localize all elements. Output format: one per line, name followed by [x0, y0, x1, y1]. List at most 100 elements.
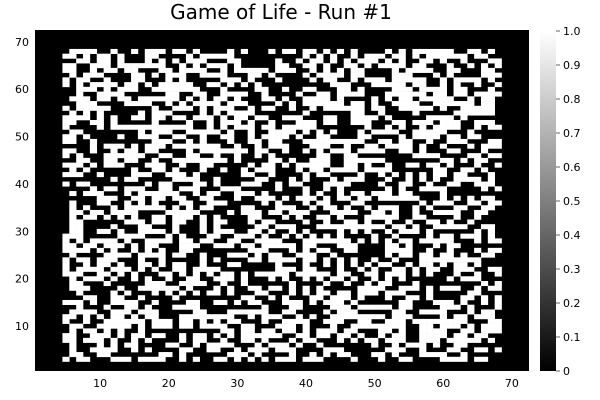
heatmap-cell — [474, 233, 482, 239]
heatmap-cell — [206, 101, 214, 107]
heatmap-cell — [165, 67, 173, 73]
heatmap-cell — [419, 200, 427, 206]
heatmap-cell — [371, 285, 379, 291]
heatmap-cell — [323, 96, 331, 102]
heatmap-cell — [336, 148, 345, 154]
heatmap-cell — [131, 233, 139, 239]
heatmap-cell — [247, 172, 255, 178]
heatmap-cell — [364, 205, 372, 211]
heatmap-cell — [494, 328, 502, 334]
heatmap-cell — [103, 153, 111, 159]
heatmap-cell — [295, 233, 303, 239]
heatmap-cell — [480, 105, 489, 111]
x-tick-label: 50 — [368, 377, 382, 390]
heatmap-cell — [474, 53, 482, 59]
heatmap-cell — [151, 138, 159, 144]
heatmap-cell — [453, 181, 461, 187]
heatmap-cell — [357, 119, 365, 126]
heatmap-cell — [62, 115, 70, 121]
heatmap-cell — [364, 285, 372, 291]
heatmap-cell — [405, 252, 413, 258]
heatmap-cell — [446, 162, 454, 168]
heatmap-cell — [474, 77, 482, 83]
heatmap-cell — [384, 48, 393, 54]
heatmap-cell — [103, 333, 111, 339]
heatmap-cell — [398, 356, 406, 362]
heatmap-cell — [426, 205, 434, 211]
heatmap-cell — [199, 138, 207, 144]
heatmap-cell — [302, 162, 310, 168]
heatmap-cell — [192, 333, 200, 339]
heatmap-cell — [295, 162, 303, 168]
heatmap-cell — [391, 143, 399, 149]
heatmap-cell — [405, 172, 413, 178]
heatmap-cell — [199, 214, 207, 220]
heatmap-cell — [364, 115, 372, 121]
heatmap-cell — [69, 228, 77, 234]
heatmap-cell — [460, 91, 468, 97]
heatmap-cell — [384, 138, 393, 144]
heatmap-cell — [302, 323, 310, 329]
heatmap-cell — [137, 285, 146, 291]
heatmap-cell — [103, 157, 111, 163]
heatmap-cell — [474, 238, 482, 244]
heatmap-cell — [247, 205, 255, 211]
heatmap-cell — [419, 148, 427, 154]
heatmap-cell — [213, 110, 221, 116]
heatmap-cell — [124, 148, 132, 154]
heatmap-cell — [233, 91, 242, 97]
heatmap-cell — [233, 157, 242, 163]
heatmap-cell — [206, 82, 214, 88]
heatmap-cell — [288, 129, 297, 135]
heatmap-cell — [137, 195, 146, 201]
heatmap-cell — [295, 119, 303, 126]
heatmap-cell — [240, 309, 248, 315]
heatmap-cell — [426, 48, 434, 54]
heatmap-cell — [364, 134, 372, 140]
heatmap-cell — [233, 238, 242, 244]
heatmap-cell — [419, 323, 427, 329]
heatmap-cell — [288, 266, 297, 272]
heatmap-cell — [426, 318, 434, 324]
heatmap-cell — [357, 148, 365, 154]
heatmap-cell — [213, 176, 221, 182]
heatmap-cell — [364, 318, 372, 324]
heatmap-cell — [103, 257, 111, 263]
heatmap-cell — [460, 299, 468, 305]
heatmap-cell — [275, 205, 283, 211]
heatmap-cell — [110, 224, 118, 230]
heatmap-cell — [446, 48, 454, 54]
heatmap-cell — [240, 209, 248, 216]
heatmap-cell — [206, 115, 214, 121]
heatmap-cell — [391, 195, 399, 201]
heatmap-cell — [96, 72, 104, 78]
heatmap-cell — [185, 96, 194, 102]
heatmap-cell — [350, 53, 358, 59]
heatmap-cell — [343, 328, 351, 334]
heatmap-cell — [275, 181, 283, 187]
heatmap-cell — [117, 285, 125, 291]
heatmap-cell — [480, 205, 489, 211]
heatmap-cell — [391, 266, 399, 272]
heatmap-cell — [213, 228, 221, 234]
heatmap-cell — [460, 252, 468, 258]
heatmap-cell — [371, 233, 379, 239]
heatmap-cell — [227, 91, 235, 97]
heatmap-cell — [89, 209, 98, 216]
heatmap-cell — [350, 105, 358, 111]
heatmap-cell — [412, 63, 420, 69]
heatmap-cell — [405, 238, 413, 244]
heatmap-cell — [316, 247, 324, 253]
heatmap-cell — [158, 352, 166, 358]
heatmap-cell — [124, 342, 132, 348]
heatmap-cell — [480, 356, 489, 362]
heatmap-cell — [426, 271, 434, 277]
heatmap-cell — [480, 186, 489, 192]
heatmap-cell — [144, 347, 152, 353]
heatmap-cell — [137, 153, 146, 159]
heatmap-cell — [110, 276, 118, 282]
heatmap-cell — [439, 333, 447, 339]
heatmap-cell — [254, 257, 262, 263]
heatmap-cell — [247, 124, 255, 130]
heatmap-cell — [131, 347, 139, 353]
